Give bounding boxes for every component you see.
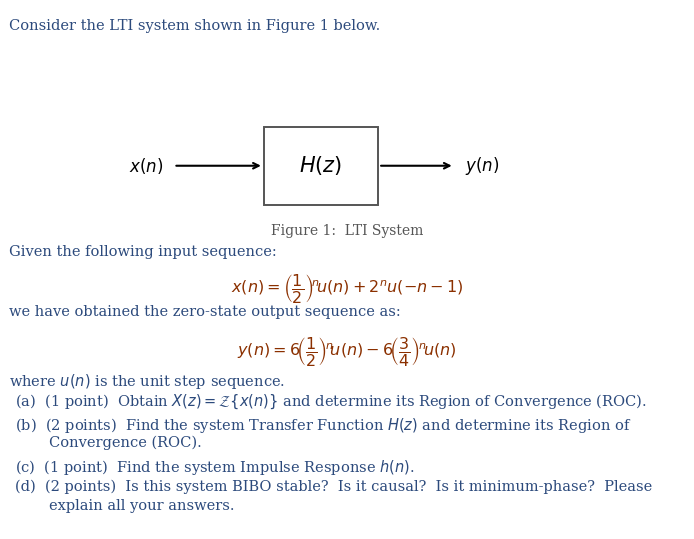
Text: $H(z)$: $H(z)$ (299, 154, 343, 177)
Text: $x(n) = \left(\dfrac{1}{2}\right)^{\!n}\!u(n) + 2^n u(-n-1)$: $x(n) = \left(\dfrac{1}{2}\right)^{\!n}\… (231, 272, 463, 305)
Bar (264, 127, 378, 205)
Text: (d)  (2 points)  Is this system BIBO stable?  Is it causal?  Is it minimum-phase: (d) (2 points) Is this system BIBO stabl… (15, 480, 652, 494)
Text: Given the following input sequence:: Given the following input sequence: (9, 245, 277, 259)
Text: explain all your answers.: explain all your answers. (49, 499, 235, 513)
Text: we have obtained the zero-state output sequence as:: we have obtained the zero-state output s… (9, 305, 400, 319)
Text: $y(n)$: $y(n)$ (465, 155, 500, 177)
Text: Convergence (ROC).: Convergence (ROC). (49, 436, 202, 450)
Text: Consider the LTI system shown in Figure 1 below.: Consider the LTI system shown in Figure … (9, 19, 380, 33)
Text: (b)  (2 points)  Find the system Transfer Function $H(z)$ and determine its Regi: (b) (2 points) Find the system Transfer … (15, 416, 632, 435)
Text: $x(n)$: $x(n)$ (128, 156, 163, 176)
Text: $y(n) = 6\!\left(\dfrac{1}{2}\right)^{\!n}\!u(n) - 6\!\left(\dfrac{3}{4}\right)^: $y(n) = 6\!\left(\dfrac{1}{2}\right)^{\!… (237, 335, 457, 368)
Text: where $u(n)$ is the unit step sequence.: where $u(n)$ is the unit step sequence. (9, 372, 285, 391)
Text: Figure 1:  LTI System: Figure 1: LTI System (271, 224, 423, 238)
Text: (c)  (1 point)  Find the system Impulse Response $h(n)$.: (c) (1 point) Find the system Impulse Re… (15, 458, 415, 477)
Text: (a)  (1 point)  Obtain $X(z) = \mathcal{Z}\{x(n)\}$ and determine its Region of : (a) (1 point) Obtain $X(z) = \mathcal{Z}… (15, 392, 647, 411)
